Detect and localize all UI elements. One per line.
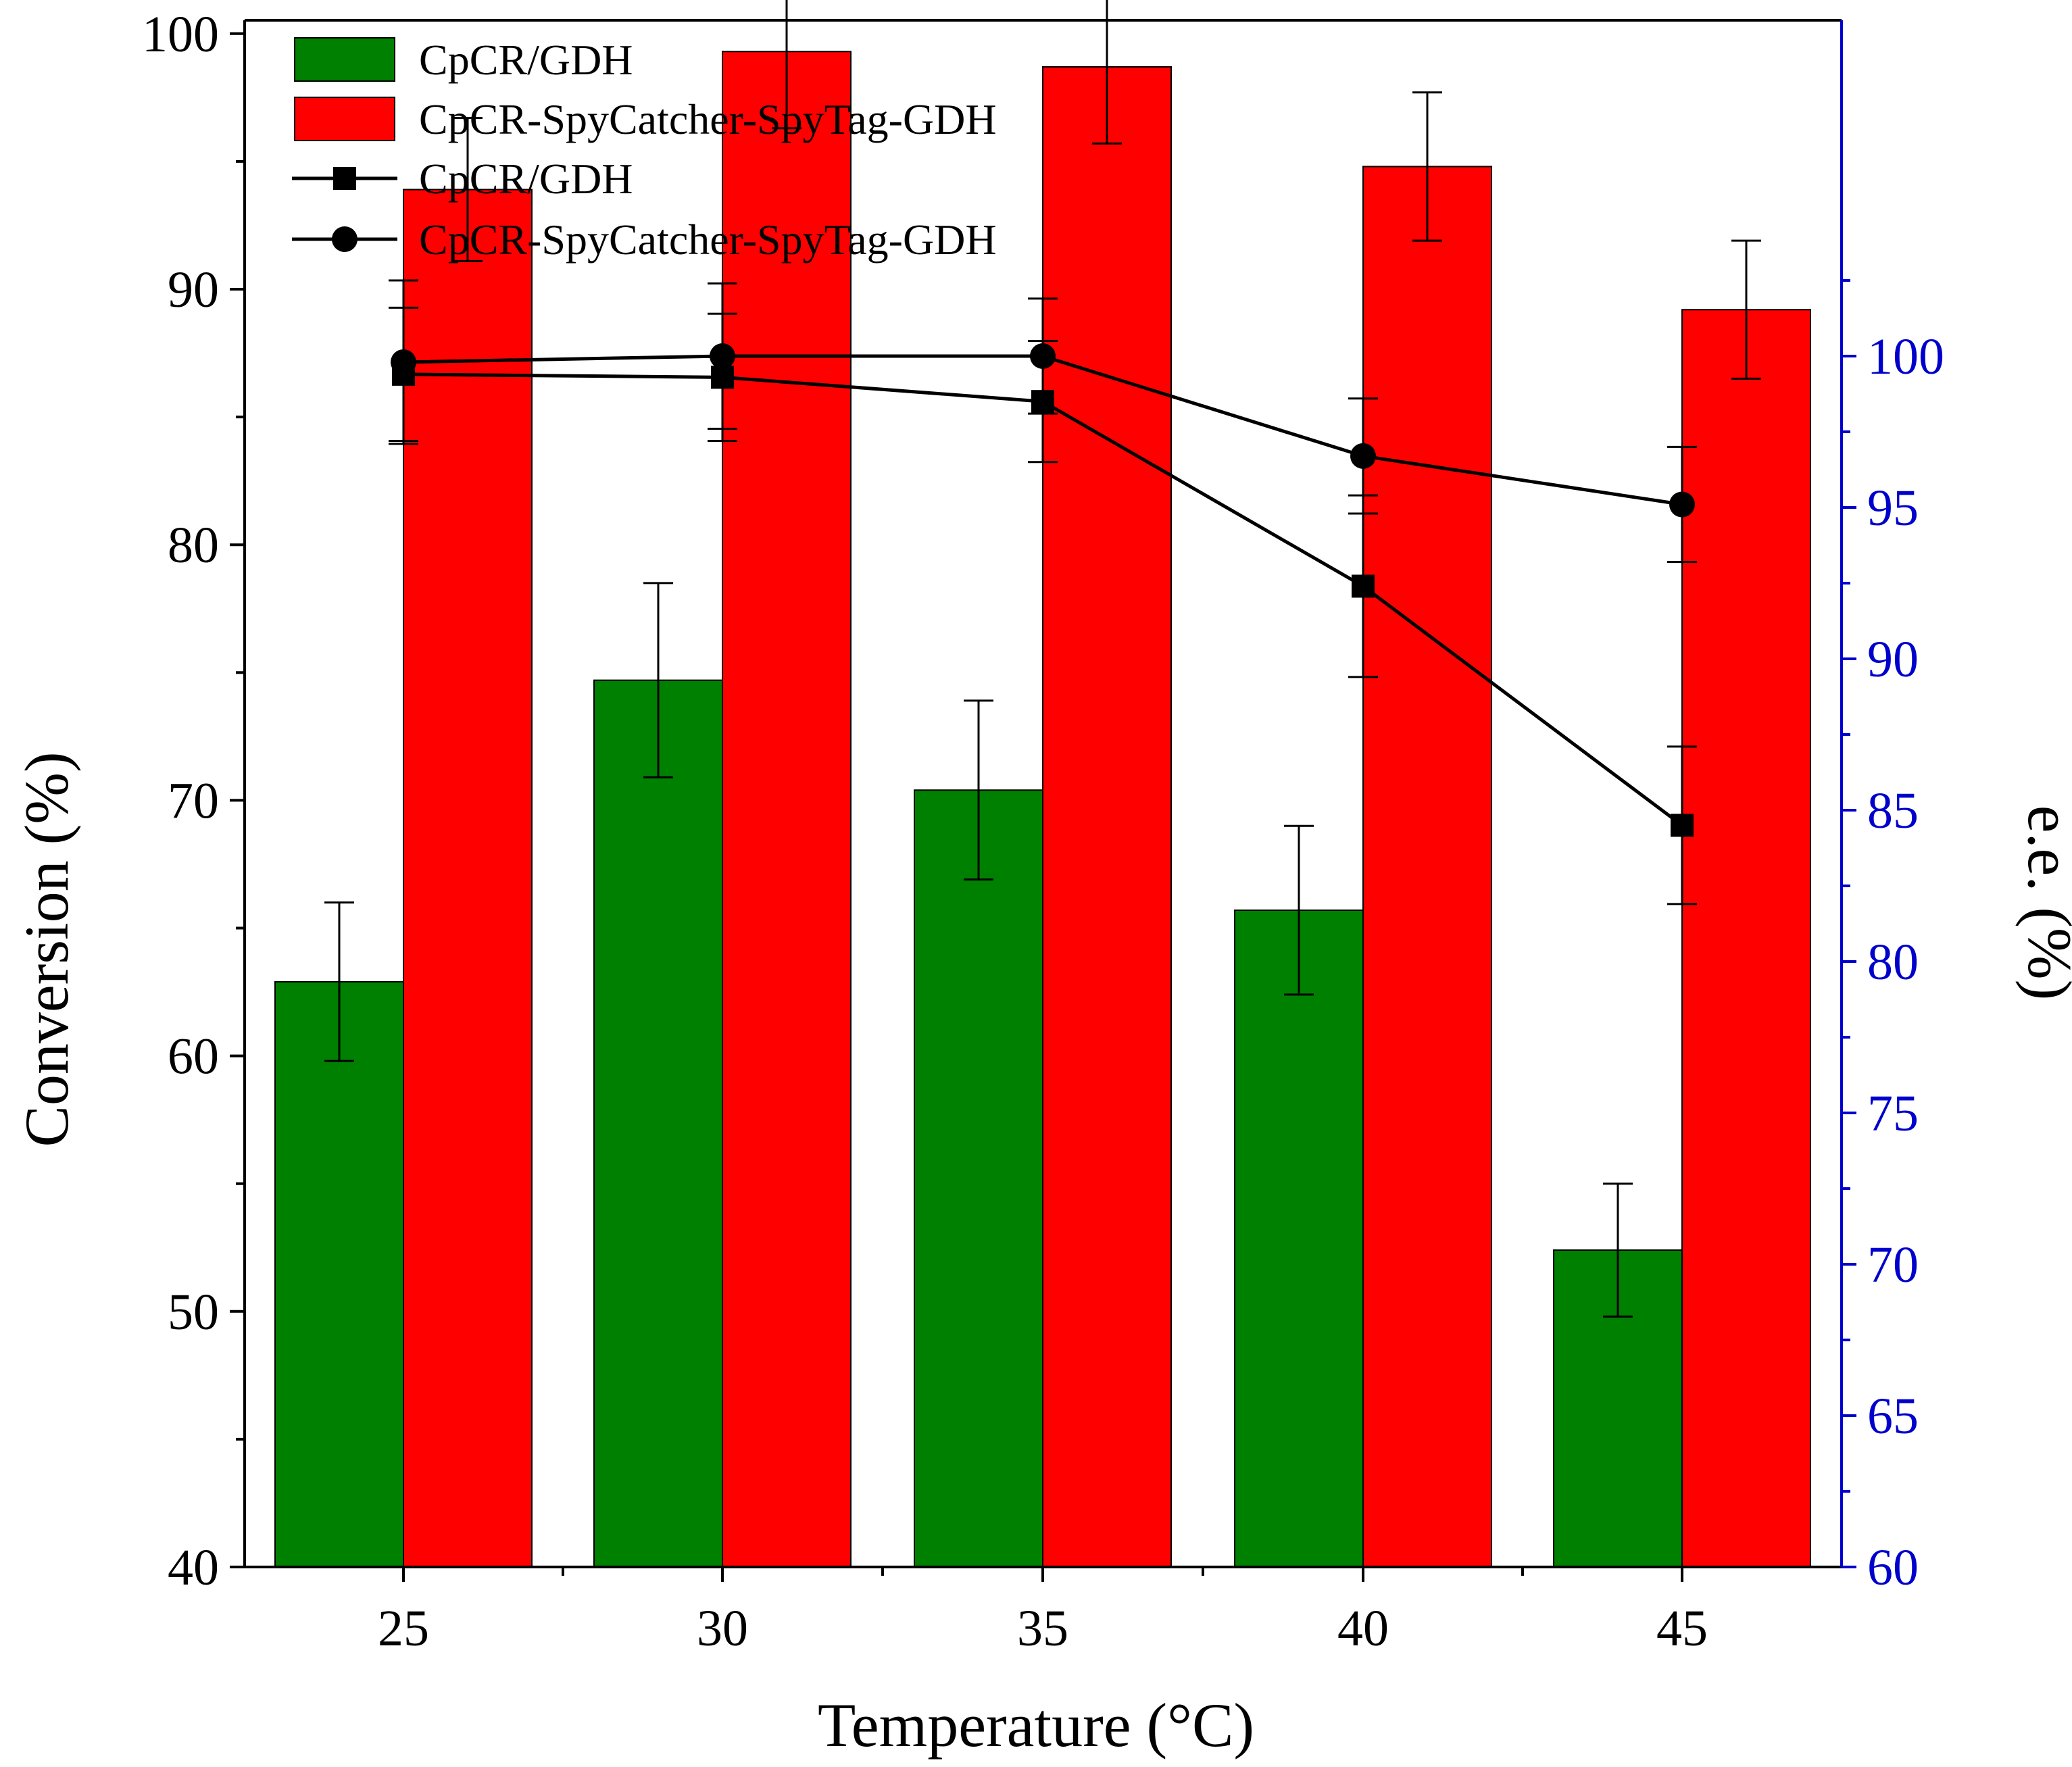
- y-tick-label-60: 60: [168, 1028, 219, 1085]
- y-tick-label-50: 50: [168, 1284, 219, 1341]
- marker-circle-40: [1350, 443, 1376, 469]
- y2-tick-label-90: 90: [1867, 631, 1919, 688]
- legend-line-cpcr-spycatcher-marker: [332, 226, 357, 252]
- y-axis-title: Conversion (%): [12, 751, 81, 1147]
- y-tick-label-70: 70: [168, 772, 219, 829]
- y2-tick-label-95: 95: [1867, 480, 1919, 537]
- bar-cpcr-gdh-35: [914, 789, 1043, 1568]
- bar-cpcr-spycatcher-30: [722, 51, 852, 1568]
- bar-cpcr-spycatcher-25: [403, 189, 533, 1568]
- axes-layer: 40 50 60 70 80 90 100 60 65 70 75 80 85 90 95 100 25 30 35…: [142, 6, 1944, 1657]
- lines-layer: [389, 279, 1697, 905]
- bar-cpcr-gdh-40: [1234, 910, 1364, 1568]
- legend: CpCR/GDH CpCR-SpyCatcher-SpyTag-GDH CpCR/G…: [292, 36, 997, 264]
- bar-cpcr-gdh-25: [274, 980, 404, 1568]
- legend-bar-cpcr-gdh-label: CpCR/GDH: [419, 36, 633, 84]
- legend-bar-cpcr-gdh-swatch: [294, 37, 395, 82]
- bar-cpcr-spycatcher-35: [1042, 66, 1172, 1568]
- bar-cpcr-gdh-30: [593, 679, 723, 1568]
- x-tick-label-35: 35: [1017, 1600, 1068, 1657]
- y2-tick-label-100: 100: [1867, 328, 1944, 385]
- x-tick-label-30: 30: [697, 1600, 748, 1657]
- legend-line-cpcr-gdh-label: CpCR/GDH: [419, 155, 633, 203]
- x-tick-label-25: 25: [378, 1600, 429, 1657]
- y2-tick-label-75: 75: [1867, 1085, 1919, 1142]
- bars-layer: [274, 51, 1811, 1568]
- marker-circle-45: [1669, 491, 1695, 518]
- y2-tick-label-60: 60: [1867, 1539, 1919, 1596]
- legend-line-cpcr-gdh-marker: [333, 167, 356, 190]
- x-tick-label-40: 40: [1337, 1600, 1389, 1657]
- x-tick-label-45: 45: [1656, 1600, 1708, 1657]
- y-tick-label-40: 40: [168, 1539, 219, 1596]
- marker-circle-30: [710, 343, 735, 369]
- y-tick-label-100: 100: [142, 6, 219, 63]
- marker-square-40: [1352, 574, 1375, 598]
- y2-axis-title: e.e. (%): [2015, 805, 2072, 1001]
- y2-tick-label-80: 80: [1867, 934, 1919, 991]
- legend-bar-cpcr-spycatcher-swatch: [294, 97, 395, 141]
- marker-square-45: [1671, 814, 1694, 837]
- y2-tick-label-65: 65: [1867, 1388, 1919, 1445]
- legend-bar-cpcr-spycatcher-label: CpCR-SpyCatcher-SpyTag-GDH: [419, 95, 997, 143]
- y-tick-label-80: 80: [168, 517, 219, 574]
- bar-cpcr-spycatcher-45: [1681, 309, 1811, 1568]
- y2-tick-label-70: 70: [1867, 1237, 1919, 1293]
- bar-error-bars: [324, 0, 1761, 1318]
- y2-tick-label-85: 85: [1867, 782, 1919, 839]
- marker-circle-35: [1030, 343, 1056, 369]
- legend-line-cpcr-spycatcher-label: CpCR-SpyCatcher-SpyTag-GDH: [419, 216, 997, 264]
- marker-circle-25: [391, 349, 416, 375]
- bar-cpcr-spycatcher-40: [1362, 166, 1492, 1568]
- y-tick-label-90: 90: [168, 262, 219, 318]
- x-axis-title: Temperature (°C): [818, 1691, 1254, 1760]
